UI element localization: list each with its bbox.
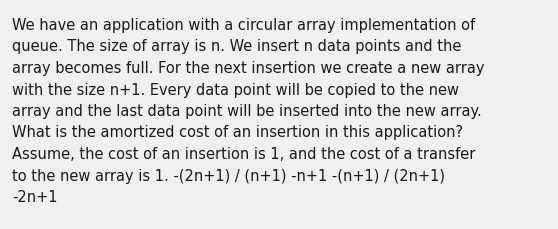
Text: Assume, the cost of an insertion is 1, and the cost of a transfer: Assume, the cost of an insertion is 1, a… (12, 146, 475, 161)
Text: array becomes full. For the next insertion we create a new array: array becomes full. For the next inserti… (12, 61, 484, 76)
Text: We have an application with a circular array implementation of: We have an application with a circular a… (12, 18, 475, 33)
Text: array and the last data point will be inserted into the new array.: array and the last data point will be in… (12, 104, 482, 118)
Text: queue. The size of array is n. We insert n data points and the: queue. The size of array is n. We insert… (12, 39, 461, 54)
Text: with the size n+1. Every data point will be copied to the new: with the size n+1. Every data point will… (12, 82, 459, 97)
Text: What is the amortized cost of an insertion in this application?: What is the amortized cost of an inserti… (12, 125, 463, 140)
Text: -2n+1: -2n+1 (12, 189, 57, 204)
Text: to the new array is 1. -(2n+1) / (n+1) -n+1 -(n+1) / (2n+1): to the new array is 1. -(2n+1) / (n+1) -… (12, 168, 445, 183)
